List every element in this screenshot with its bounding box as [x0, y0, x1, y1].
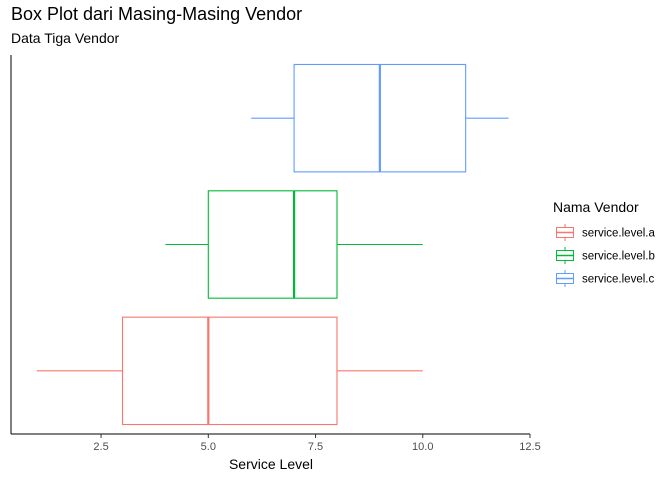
- legend: Nama Vendor service.level.aservice.level…: [553, 199, 655, 287]
- legend-item-service.level.a: service.level.a: [556, 224, 655, 241]
- legend-item-service.level.c: service.level.c: [556, 270, 654, 287]
- box-iqr: [207, 190, 338, 299]
- x-tick-label: 5.0: [201, 441, 216, 453]
- x-tick-label: 2.5: [93, 441, 108, 453]
- legend-items: service.level.a service.level.b service.le…: [556, 224, 655, 287]
- legend-label: service.level.a: [582, 228, 655, 240]
- legend-key: [556, 224, 574, 241]
- boxes-layer: [36, 63, 509, 426]
- box-iqr: [121, 316, 338, 426]
- legend-key: [556, 270, 574, 287]
- legend-title: Nama Vendor: [553, 199, 639, 215]
- x-axis-title: Service Level: [229, 456, 313, 472]
- legend-label: service.level.c: [582, 274, 654, 286]
- box-service.level.b: [165, 190, 423, 299]
- legend-item-service.level.b: service.level.b: [556, 247, 655, 264]
- chart-title: Box Plot dari Masing-Masing Vendor: [11, 4, 303, 24]
- x-tick-label: 7.5: [308, 441, 323, 453]
- chart-subtitle: Data Tiga Vendor: [11, 30, 120, 46]
- box-service.level.c: [251, 63, 509, 173]
- legend-label: service.level.b: [582, 251, 655, 263]
- x-tick-label: 12.5: [519, 441, 540, 453]
- box-service.level.a: [36, 316, 423, 426]
- x-axis-ticks: 2.5 5.0 7.5 10.0 12.5: [93, 434, 541, 453]
- x-tick-label: 10.0: [412, 441, 433, 453]
- legend-key: [556, 247, 574, 264]
